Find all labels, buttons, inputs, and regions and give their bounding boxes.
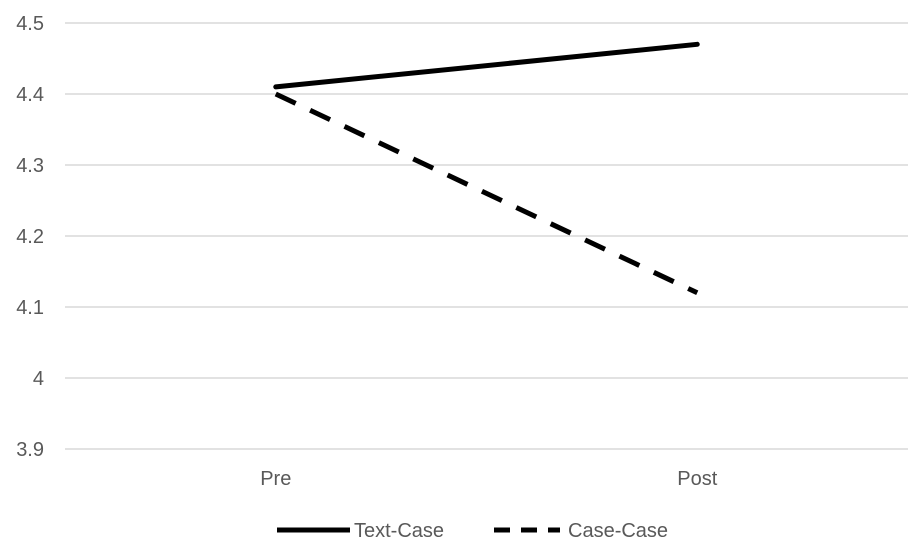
y-tick-label: 4.2: [16, 226, 44, 248]
legend: Text-Case Case-Case: [277, 520, 668, 542]
x-tick-label: Post: [677, 468, 717, 490]
x-axis-tick-labels: Pre Post: [260, 468, 718, 490]
y-axis-tick-labels: 3.9 4 4.1 4.2 4.3 4.4 4.5: [16, 13, 44, 461]
series-line-text-case: [273, 41, 700, 90]
legend-label: Text-Case: [354, 520, 444, 542]
y-tick-label: 4.1: [16, 297, 44, 319]
y-tick-label: 4.5: [16, 13, 44, 35]
y-tick-label: 4: [33, 368, 44, 390]
y-tick-label: 3.9: [16, 439, 44, 461]
x-tick-label: Pre: [260, 468, 291, 490]
series-line-case-case: [274, 91, 699, 296]
gridlines: [65, 22, 908, 450]
y-tick-label: 4.4: [16, 84, 44, 106]
legend-label: Case-Case: [568, 520, 668, 542]
series-lines: [273, 41, 700, 296]
y-tick-label: 4.3: [16, 155, 44, 177]
